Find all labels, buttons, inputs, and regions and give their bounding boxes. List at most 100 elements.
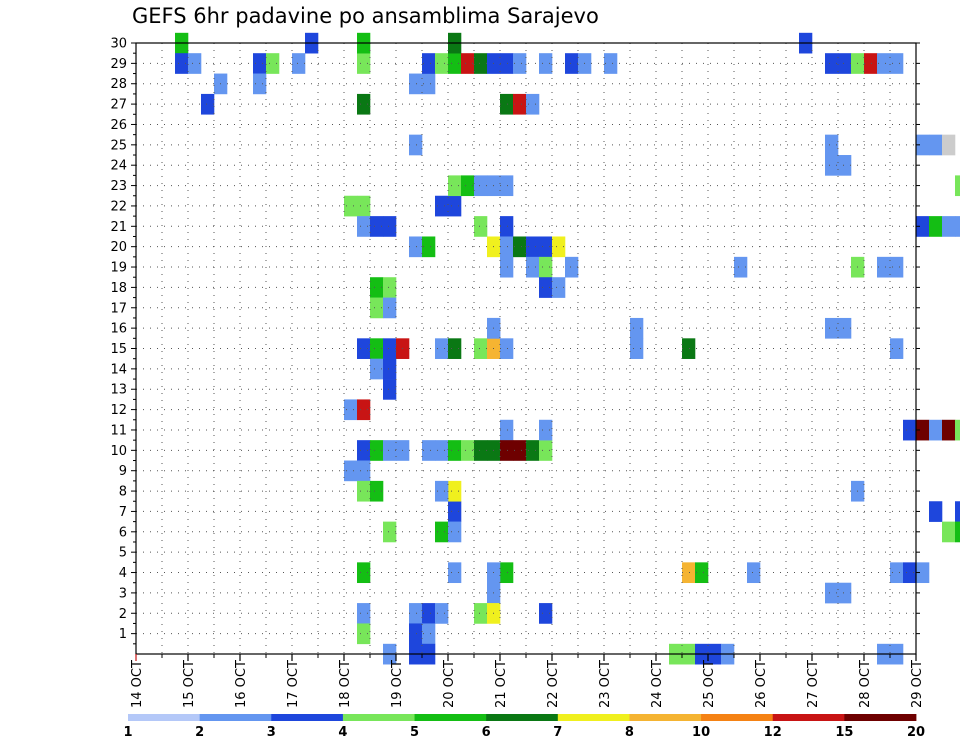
heatmap-cell bbox=[435, 440, 449, 461]
heatmap-cell bbox=[539, 256, 553, 278]
x-tick-label: 16 OCT bbox=[234, 660, 249, 708]
y-tick-label: 26 bbox=[110, 118, 127, 133]
x-tick-label: 28 OCT bbox=[858, 660, 873, 708]
heatmap-cell bbox=[357, 603, 371, 624]
colorbar-label: 6 bbox=[482, 725, 491, 740]
y-tick-label: 24 bbox=[110, 159, 127, 174]
heatmap-cell bbox=[526, 236, 540, 258]
heatmap-cell bbox=[383, 358, 397, 380]
colorbar-segment bbox=[772, 714, 845, 721]
heatmap-cell bbox=[266, 53, 280, 74]
heatmap-cell bbox=[630, 317, 644, 339]
heatmap-cell bbox=[825, 582, 839, 604]
y-tick-label: 25 bbox=[110, 138, 127, 153]
y-tick-label: 6 bbox=[119, 525, 127, 540]
heatmap-cell bbox=[253, 53, 267, 74]
y-tick-label: 28 bbox=[110, 77, 127, 92]
heatmap-cell bbox=[825, 134, 839, 156]
x-tick-label: 23 OCT bbox=[598, 660, 613, 708]
heatmap-cell bbox=[422, 53, 436, 74]
heatmap-cell bbox=[682, 338, 696, 359]
heatmap-cell bbox=[747, 562, 761, 584]
x-tick-label: 21 OCT bbox=[494, 660, 509, 708]
y-tick-label: 18 bbox=[110, 281, 127, 296]
heatmap-cell bbox=[539, 419, 553, 441]
y-tick-label: 8 bbox=[119, 485, 127, 500]
colorbar-segment bbox=[844, 714, 917, 721]
colorbar-label: 15 bbox=[835, 725, 853, 740]
heatmap-cell bbox=[383, 338, 397, 359]
colorbar-segment bbox=[199, 714, 272, 721]
heatmap-cell bbox=[955, 419, 960, 441]
colorbar-segment bbox=[414, 714, 487, 721]
y-tick-label: 15 bbox=[110, 342, 127, 357]
heatmap-cell bbox=[370, 297, 384, 319]
heatmap-cell bbox=[344, 460, 358, 482]
heatmap-cell bbox=[695, 562, 709, 584]
heatmap-cell bbox=[500, 338, 514, 359]
y-tick-label: 27 bbox=[110, 98, 127, 113]
heatmap-cell bbox=[630, 338, 644, 359]
heatmap-cell bbox=[539, 236, 553, 258]
heatmap-cell bbox=[370, 216, 384, 237]
heatmap-cell bbox=[370, 358, 384, 380]
y-tick-label: 19 bbox=[110, 261, 127, 276]
y-tick-label: 17 bbox=[110, 301, 127, 316]
heatmap-cell bbox=[357, 216, 371, 237]
heatmap-cell bbox=[435, 195, 449, 217]
chart-title: GEFS 6hr padavine po ansamblima Sarajevo bbox=[132, 4, 599, 28]
colorbar-label: 10 bbox=[692, 725, 710, 740]
heatmap-cell bbox=[526, 256, 540, 278]
x-tick-label: 19 OCT bbox=[390, 660, 405, 708]
heatmap-cell bbox=[500, 175, 514, 197]
heatmap-cell bbox=[500, 419, 514, 441]
heatmap-cell bbox=[513, 53, 527, 74]
heatmap-cell bbox=[474, 175, 488, 197]
heatmap-cell bbox=[357, 195, 371, 217]
heatmap-cell bbox=[500, 440, 514, 461]
heatmap-cell bbox=[448, 521, 462, 543]
heatmap-cell bbox=[955, 501, 960, 522]
colorbar-label: 7 bbox=[553, 725, 562, 740]
heatmap-cell bbox=[448, 440, 462, 461]
heatmap-cell bbox=[357, 53, 371, 74]
heatmap-cell bbox=[448, 480, 462, 502]
colorbar-label: 12 bbox=[764, 725, 782, 740]
heatmap-cell bbox=[929, 216, 943, 237]
heatmap-cell bbox=[539, 277, 553, 298]
heatmap-cell bbox=[916, 134, 930, 156]
heatmap-cell bbox=[370, 338, 384, 359]
heatmap-cell bbox=[890, 53, 904, 74]
heatmap-cell bbox=[500, 93, 514, 115]
heatmap-cell bbox=[357, 562, 371, 584]
colorbar-label: 20 bbox=[907, 725, 925, 740]
heatmap-cell bbox=[825, 53, 839, 74]
heatmap-cell bbox=[838, 317, 852, 339]
heatmap-cell bbox=[409, 134, 423, 156]
colorbar-label: 5 bbox=[410, 725, 419, 740]
heatmap-cell bbox=[344, 399, 358, 421]
y-tick-label: 20 bbox=[110, 240, 127, 255]
y-tick-label: 13 bbox=[110, 383, 127, 398]
heatmap-cell bbox=[539, 53, 553, 74]
x-tick-label: 29 OCT bbox=[910, 660, 925, 708]
heatmap-cell bbox=[435, 480, 449, 502]
heatmap-cell bbox=[383, 440, 397, 461]
colorbar-segment bbox=[557, 714, 630, 721]
heatmap-cell bbox=[357, 399, 371, 421]
heatmap-cell bbox=[916, 562, 930, 584]
heatmap-cell bbox=[409, 236, 423, 258]
heatmap-cell bbox=[409, 623, 423, 645]
heatmap-cell bbox=[474, 603, 488, 624]
heatmap-cell bbox=[422, 440, 436, 461]
heatmap-cell bbox=[253, 73, 267, 95]
x-tick-label: 27 OCT bbox=[806, 660, 821, 708]
heatmap-cell bbox=[435, 603, 449, 624]
heatmap-cell bbox=[461, 440, 475, 461]
heatmap-cell bbox=[500, 256, 514, 278]
heatmap-cell bbox=[929, 134, 943, 156]
heatmap-cell bbox=[565, 256, 579, 278]
heatmap-cell bbox=[383, 297, 397, 319]
heatmap-cell bbox=[344, 195, 358, 217]
